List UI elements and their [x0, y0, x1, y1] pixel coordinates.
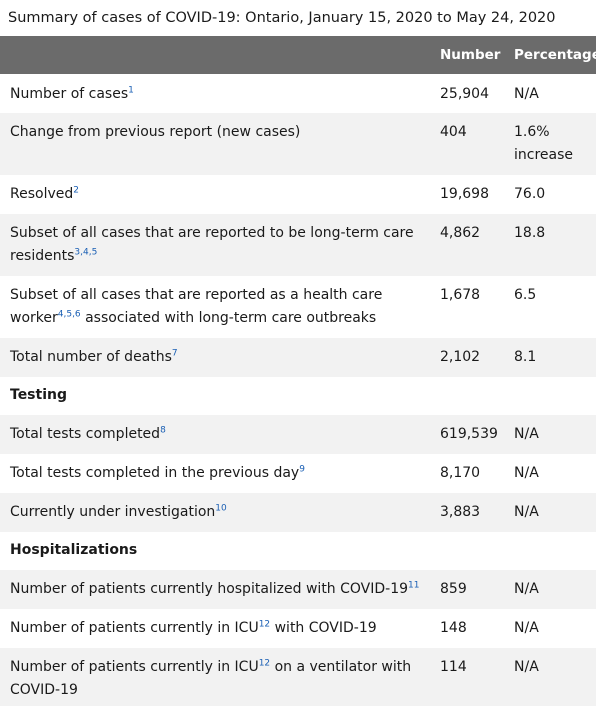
row-number: 404	[430, 113, 506, 175]
row-label: Change from previous report (new cases)	[0, 113, 430, 175]
row-percentage: N/A	[506, 648, 596, 706]
row-percentage: 76.0	[514, 186, 546, 202]
row-label: Number of cases1	[10, 85, 134, 102]
section-row-hospitalizations: Hospitalizations	[0, 532, 596, 570]
row-label: Total tests completed8	[0, 415, 430, 454]
row-percentage: 8.1	[506, 338, 596, 377]
row-percentage: N/A	[506, 493, 596, 532]
table-row: Number of cases1 25,904 N/A	[0, 74, 596, 113]
row-number: 2,102	[430, 338, 506, 377]
row-number: 114	[430, 648, 506, 706]
footnote-ref[interactable]: 12	[258, 658, 271, 669]
row-label: Subset of all cases that are reported as…	[10, 287, 383, 326]
row-number: 859	[430, 570, 506, 609]
row-percentage: N/A	[506, 415, 596, 454]
row-percentage: N/A	[506, 570, 596, 609]
table-row: Currently under investigation10 3,883 N/…	[0, 493, 596, 532]
row-number: 3,883	[430, 493, 506, 532]
row-label: Number of patients currently hospitalize…	[0, 570, 430, 609]
table-header-row: Number Percentage	[0, 36, 596, 74]
header-label	[0, 36, 430, 74]
table-caption: Summary of cases of COVID-19: Ontario, J…	[8, 10, 556, 26]
footnote-ref[interactable]: 4,5,6	[57, 309, 81, 320]
covid-summary-table: Number Percentage Number of cases1 25,90…	[0, 36, 596, 706]
row-percentage: N/A	[514, 465, 539, 481]
row-number: 25,904	[440, 86, 489, 102]
section-heading: Testing	[0, 377, 596, 415]
footnote-ref[interactable]: 8	[160, 425, 166, 436]
header-number: Number	[430, 36, 506, 74]
header-percentage: Percentage	[506, 36, 596, 74]
table-row: Change from previous report (new cases) …	[0, 113, 596, 175]
row-number: 1,678	[440, 287, 481, 303]
footnote-ref[interactable]: 12	[258, 619, 271, 630]
table-row: Subset of all cases that are reported to…	[0, 214, 596, 276]
table-row: Total tests completed8 619,539 N/A	[0, 415, 596, 454]
table-row: Number of patients currently hospitalize…	[0, 570, 596, 609]
row-label: Number of patients currently in ICU12 wi…	[10, 619, 377, 636]
row-label: Total number of deaths7	[0, 338, 430, 377]
footnote-ref[interactable]: 10	[215, 503, 227, 514]
section-heading: Hospitalizations	[0, 532, 596, 570]
row-label: Currently under investigation10	[0, 493, 430, 532]
table-row: Total number of deaths7 2,102 8.1	[0, 338, 596, 377]
row-number: 19,698	[440, 186, 489, 202]
row-number: 148	[440, 620, 467, 636]
table-row: Number of patients currently in ICU12 on…	[0, 648, 596, 706]
row-label: Resolved2	[10, 185, 79, 202]
row-percentage: N/A	[514, 620, 539, 636]
table-row: Subset of all cases that are reported as…	[0, 276, 596, 338]
row-percentage: 18.8	[506, 214, 596, 276]
row-percentage: N/A	[514, 86, 539, 102]
row-percentage: 1.6% increase	[506, 113, 596, 175]
row-number: 4,862	[430, 214, 506, 276]
table-row: Resolved2 19,698 76.0	[0, 175, 596, 214]
row-number: 8,170	[440, 465, 481, 481]
row-label: Total tests completed in the previous da…	[10, 464, 305, 481]
table-row: Number of patients currently in ICU12 wi…	[0, 609, 596, 648]
row-number: 619,539	[430, 415, 506, 454]
footnote-ref[interactable]: 11	[408, 580, 420, 591]
row-percentage: 6.5	[514, 287, 537, 303]
footnote-ref[interactable]: 7	[171, 348, 178, 359]
footnote-ref[interactable]: 3,4,5	[74, 247, 98, 258]
row-label: Number of patients currently in ICU12 on…	[0, 648, 430, 706]
row-label: Subset of all cases that are reported to…	[0, 214, 430, 276]
table-row: Total tests completed in the previous da…	[0, 454, 596, 493]
footnote-ref[interactable]: 1	[128, 85, 134, 96]
footnote-ref[interactable]: 9	[299, 464, 305, 475]
section-row-testing: Testing	[0, 377, 596, 415]
footnote-ref[interactable]: 2	[73, 185, 79, 196]
